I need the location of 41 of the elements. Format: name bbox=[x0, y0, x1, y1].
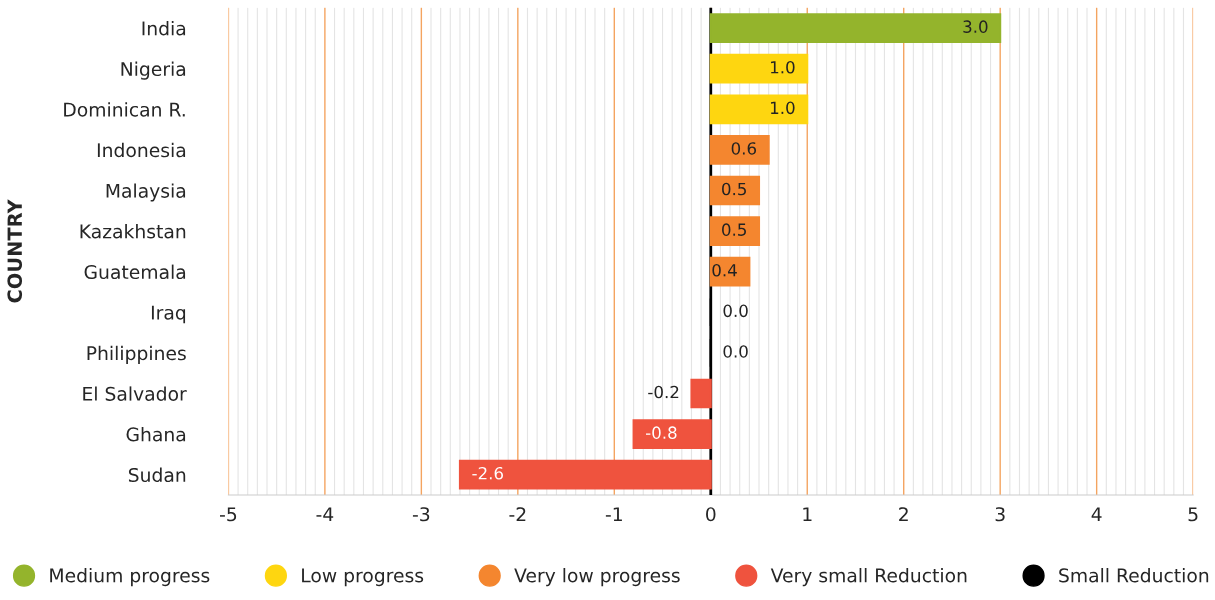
x-tick-label: 1 bbox=[803, 507, 812, 522]
x-tick-label: -2 bbox=[509, 507, 526, 522]
data-label: 0.0 bbox=[723, 304, 748, 318]
x-tick-label: 5 bbox=[1188, 507, 1198, 522]
x-tick-label: 0 bbox=[706, 507, 716, 522]
x-tick-label: -3 bbox=[412, 507, 430, 522]
data-label: 1.0 bbox=[770, 60, 795, 74]
x-tick-label: 2 bbox=[899, 507, 908, 522]
data-label: 0.5 bbox=[722, 223, 746, 236]
legend-label: Very small Reduction bbox=[770, 567, 967, 587]
x-tick-label: -1 bbox=[605, 507, 622, 522]
y-tick-label: Iraq bbox=[151, 305, 186, 324]
x-tick-label: 4 bbox=[1091, 507, 1102, 522]
y-tick-label: Ghana bbox=[126, 426, 186, 442]
y-tick-label: Philippines bbox=[87, 345, 186, 364]
y-axis-title: COUNTRY bbox=[7, 199, 23, 303]
data-label: 0.4 bbox=[712, 263, 737, 277]
y-tick-label: Guatemala bbox=[84, 264, 186, 280]
y-tick-label: India bbox=[142, 20, 186, 36]
y-tick-label: Dominican R. bbox=[64, 102, 185, 117]
x-tick-label: 3 bbox=[995, 507, 1005, 522]
data-label: -0.8 bbox=[645, 426, 677, 439]
y-tick-label: Indonesia bbox=[97, 142, 186, 158]
data-label: 0.6 bbox=[731, 142, 757, 155]
y-tick-label: El Salvador bbox=[83, 386, 187, 401]
data-label: -0.2 bbox=[648, 385, 679, 399]
legend-label: Small Reduction bbox=[1059, 567, 1209, 583]
y-tick-label: Nigeria bbox=[121, 61, 186, 80]
legend-label: Low progress bbox=[302, 568, 424, 587]
y-tick-label: Sudan bbox=[128, 467, 186, 483]
data-label: 0.5 bbox=[722, 182, 746, 196]
x-tick-label: -5 bbox=[219, 507, 237, 522]
legend-label: Very low progress bbox=[514, 567, 680, 587]
data-label: 3.0 bbox=[963, 20, 988, 33]
x-tick-label: -4 bbox=[316, 507, 334, 522]
data-label: -2.6 bbox=[472, 466, 503, 480]
data-label: 0.0 bbox=[723, 345, 748, 358]
data-label: 1.0 bbox=[770, 101, 795, 115]
y-tick-label: Malaysia bbox=[106, 183, 186, 202]
y-tick-label: Kazakhstan bbox=[80, 223, 186, 239]
legend-label: Medium progress bbox=[50, 567, 210, 587]
